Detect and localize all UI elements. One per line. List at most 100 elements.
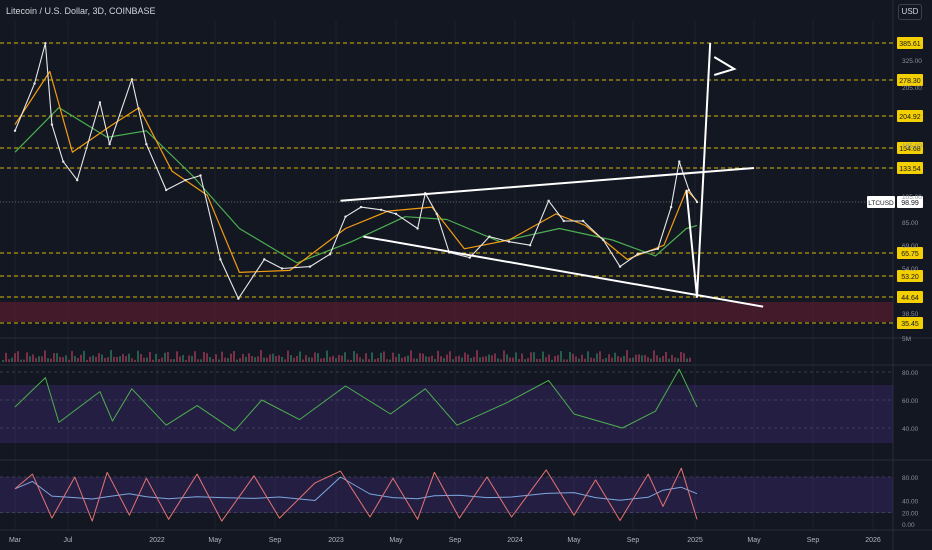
x-tick-label-3: May xyxy=(208,537,222,544)
volume-bar-5 xyxy=(17,351,19,362)
volume-bar-78 xyxy=(236,359,238,362)
level-tag-5 xyxy=(897,247,923,259)
volume-bar-192 xyxy=(578,358,580,362)
volume-bar-142 xyxy=(428,356,430,362)
volume-bar-45 xyxy=(137,350,139,362)
volume-bar-167 xyxy=(503,350,505,362)
price-tick-label-0: 325.00 xyxy=(902,58,922,65)
volume-bar-216 xyxy=(650,358,652,362)
volume-bar-141 xyxy=(425,356,427,362)
volume-bar-64 xyxy=(194,351,196,362)
currency-button[interactable]: USD xyxy=(898,4,922,20)
volume-bar-82 xyxy=(248,353,250,362)
volume-bar-206 xyxy=(620,357,622,362)
volume-bar-162 xyxy=(488,354,490,362)
volume-bar-212 xyxy=(638,354,640,362)
x-tick-label-8: 2024 xyxy=(507,537,523,544)
volume-bar-229 xyxy=(689,357,691,362)
level-tag-label-6: 53.20 xyxy=(901,274,919,281)
volume-bar-67 xyxy=(203,351,205,362)
volume-bar-196 xyxy=(590,357,592,362)
volume-bar-55 xyxy=(167,352,169,362)
x-tick-label-12: May xyxy=(747,537,761,544)
volume-bar-175 xyxy=(527,358,529,362)
volume-bar-163 xyxy=(491,355,493,362)
volume-bar-108 xyxy=(326,350,328,362)
volume-bar-159 xyxy=(479,357,481,362)
volume-bar-170 xyxy=(512,357,514,362)
price-point-1 xyxy=(33,82,36,85)
volume-bar-154 xyxy=(464,352,466,362)
volume-bar-193 xyxy=(581,354,583,362)
volume-bar-50 xyxy=(152,359,154,362)
level-tag-label-8: 35.45 xyxy=(901,321,919,328)
volume-bar-81 xyxy=(245,356,247,362)
volume-bar-4 xyxy=(14,353,16,362)
volume-bar-198 xyxy=(596,353,598,362)
volume-bar-93 xyxy=(281,356,283,362)
volume-bar-18 xyxy=(56,353,58,362)
volume-bar-21 xyxy=(65,355,67,362)
price-tick-label-5: 69.00 xyxy=(902,243,919,250)
volume-bar-43 xyxy=(131,358,133,362)
volume-bar-39 xyxy=(119,356,121,362)
volume-bar-166 xyxy=(500,359,502,362)
volume-bar-96 xyxy=(290,355,292,362)
volume-bar-172 xyxy=(518,358,520,362)
volume-bar-101 xyxy=(305,355,307,362)
volume-bar-58 xyxy=(176,351,178,362)
volume-bar-33 xyxy=(101,354,103,362)
volume-bar-60 xyxy=(182,355,184,362)
volume-bar-203 xyxy=(611,357,613,362)
volume-bar-125 xyxy=(377,358,379,362)
volume-bar-184 xyxy=(554,356,556,362)
volume-bar-128 xyxy=(386,359,388,362)
volume-bar-36 xyxy=(110,350,112,362)
price-point-38 xyxy=(669,205,673,209)
volume-bar-215 xyxy=(647,357,649,362)
price-point-8 xyxy=(130,78,134,81)
volume-bar-139 xyxy=(419,353,421,362)
volume-bar-8 xyxy=(26,352,28,362)
volume-bar-116 xyxy=(350,359,352,362)
price-point-9 xyxy=(145,142,148,146)
volume-bar-6 xyxy=(20,359,22,362)
volume-bar-66 xyxy=(200,359,202,362)
price-point-17 xyxy=(308,265,312,268)
volume-bar-155 xyxy=(467,354,469,362)
volume-bar-44 xyxy=(134,359,136,362)
volume-bar-2 xyxy=(8,359,10,362)
volume-bar-194 xyxy=(584,358,586,362)
price-point-15 xyxy=(263,258,266,261)
volume-bar-149 xyxy=(449,351,451,362)
price-point-40 xyxy=(687,188,691,192)
price-point-18 xyxy=(328,253,332,256)
volume-bar-47 xyxy=(143,357,145,362)
volume-bar-98 xyxy=(296,355,298,362)
price-point-35 xyxy=(618,265,622,268)
price-tick-label-4: 85.00 xyxy=(902,220,919,227)
volume-bars xyxy=(2,350,691,362)
price-point-5 xyxy=(75,178,79,182)
volume-bar-113 xyxy=(341,355,343,362)
volume-bar-195 xyxy=(587,351,589,362)
volume-bar-104 xyxy=(314,352,316,362)
volume-bar-110 xyxy=(332,355,334,362)
volume-bar-109 xyxy=(329,356,331,362)
volume-bar-99 xyxy=(299,351,301,362)
price-point-33 xyxy=(581,219,585,223)
volume-bar-42 xyxy=(128,353,130,362)
price-point-31 xyxy=(547,199,550,203)
volume-bar-17 xyxy=(53,353,55,362)
volume-bar-24 xyxy=(74,356,76,362)
volume-bar-102 xyxy=(308,357,310,362)
volume-bar-115 xyxy=(347,359,349,362)
volume-bar-183 xyxy=(551,359,553,362)
volume-bar-181 xyxy=(545,357,547,362)
rsi-line xyxy=(14,368,698,432)
volume-bar-89 xyxy=(269,354,271,362)
volume-bar-187 xyxy=(563,359,565,362)
volume-bar-87 xyxy=(263,357,265,362)
volume-bar-208 xyxy=(626,350,628,362)
volume-bar-73 xyxy=(221,351,223,362)
